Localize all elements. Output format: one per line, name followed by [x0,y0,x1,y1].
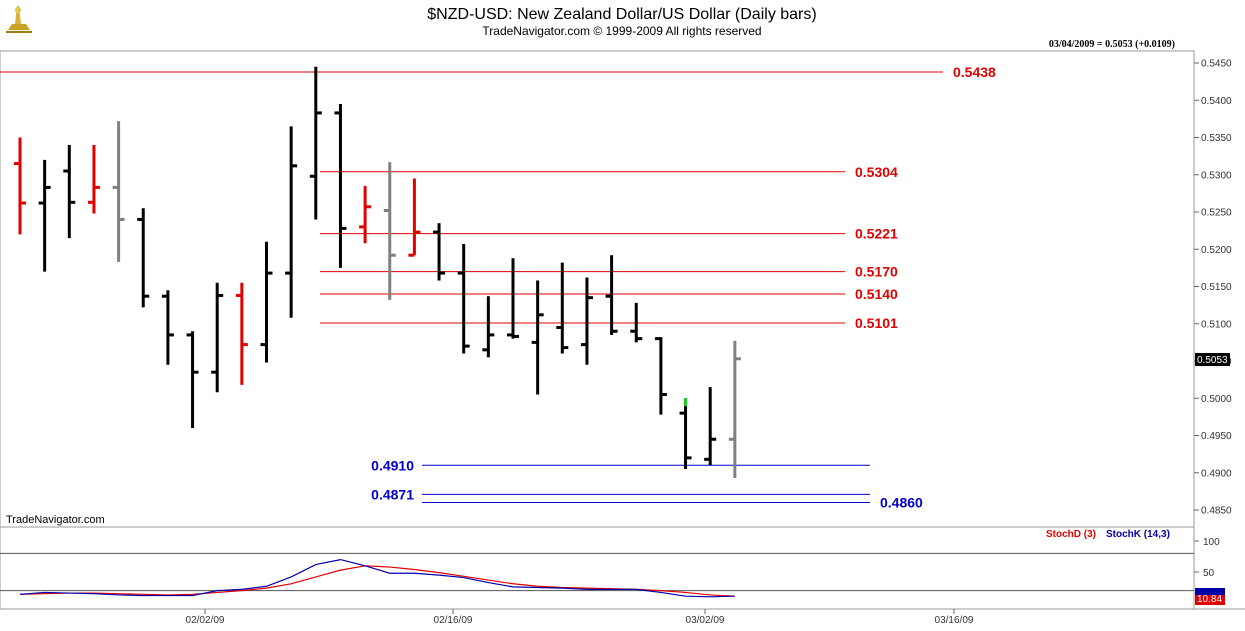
ohlc-bar [654,337,667,415]
y-tick-label: 0.5300 [1201,170,1232,181]
ohlc-bar [285,126,298,318]
price-levels: 0.5438 0.5304 0.5221 0.5170 0.5140 0.5101 0.49… [0,64,996,511]
chart-subtitle: TradeNavigator.com © 1999-2009 All right… [482,24,761,38]
resistance-label: 0.5221 [855,226,898,242]
stochk-line [19,558,735,598]
stoch-tick-label: 100 [1203,537,1220,548]
legend-stochd: StochD (3) [1046,529,1096,540]
ohlc-bar [359,185,372,244]
stoch-last-tag-k [1195,588,1225,595]
y-tick-label: 0.5200 [1201,245,1232,256]
resistance-label: 0.5140 [855,286,898,302]
ohlc-bar [605,255,618,335]
resistance-label: 0.5304 [855,164,898,180]
support-label: 0.4910 [371,457,414,473]
ohlc-bar [309,66,322,220]
x-tick-label: 02/02/09 [186,615,225,626]
ohlc-bar [630,302,643,343]
resistance-label: 0.5101 [855,315,898,331]
stoch-tick-label: 50 [1203,568,1215,579]
ohlc-bar [211,282,224,393]
y-tick-label: 0.5400 [1201,96,1232,107]
ohlc-bar [260,241,273,363]
y-tick-label: 0.4850 [1201,506,1232,517]
price-bars [14,66,741,478]
tradenavigator-logo-icon[interactable] [6,6,32,33]
ohlc-bar [137,208,150,308]
y-tick-label: 0.5350 [1201,133,1232,144]
stoch-last-label: 10.84 [1197,594,1222,605]
chart-title: $NZD-USD: New Zealand Dollar/US Dollar (… [427,6,816,23]
ohlc-bar [38,159,51,272]
watermark: TradeNavigator.com [6,514,105,526]
ohlc-bar [556,262,569,354]
x-axis: 02/02/09 02/16/09 03/02/09 03/16/09 [186,609,974,626]
resistance-label: 0.5438 [953,64,996,80]
ohlc-bar [383,162,396,300]
ohlc-bar [87,144,100,214]
stochastic-panel: 100 50 [0,537,1220,598]
ohlc-bar [334,103,347,268]
ohlc-bar [704,387,717,466]
ohlc-bar [507,258,519,339]
price-y-axis: 0.48500.49000.49500.50000.50500.51000.51… [1194,59,1232,517]
ohlc-bar [186,331,199,429]
last-quote: 03/04/2009 = 0.5053 (+0.0109) [1049,39,1175,50]
legend-stochk: StochK (14,3) [1106,529,1170,540]
ohlc-bar [482,296,495,358]
y-tick-label: 0.5000 [1201,394,1232,405]
ohlc-bar [14,137,26,235]
ohlc-bar [433,223,446,281]
ohlc-bar [235,282,248,385]
y-tick-label: 0.4900 [1201,468,1232,479]
ohlc-bar [457,244,470,354]
resistance-label: 0.5170 [855,264,898,280]
ohlc-bar [408,178,421,257]
y-tick-label: 0.5450 [1201,59,1232,70]
y-tick-label: 0.5100 [1201,319,1232,330]
ohlc-bar [112,121,125,262]
y-tick-label: 0.5250 [1201,208,1232,219]
y-tick-label: 0.4950 [1201,431,1232,442]
ohlc-bar [531,280,544,395]
ohlc-bar [63,144,76,239]
last-price-tag [1195,353,1230,366]
ohlc-bar [161,290,174,365]
ohlc-bar [679,398,692,470]
ohlc-bar [580,277,593,365]
ohlc-bar [728,340,741,478]
y-tick-label: 0.5150 [1201,282,1232,293]
last-price-label: 0.5053 [1197,355,1228,366]
x-tick-label: 03/02/09 [686,615,725,626]
support-label: 0.4871 [371,486,414,502]
x-tick-label: 03/16/09 [935,615,974,626]
x-tick-label: 02/16/09 [434,615,473,626]
support-label: 0.4860 [880,495,923,511]
